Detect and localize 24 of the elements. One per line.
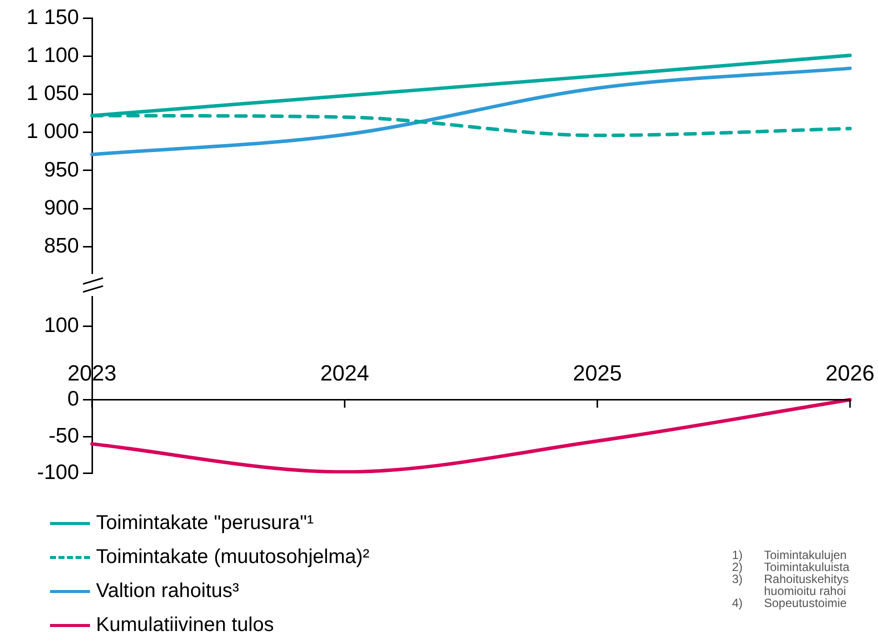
y-tick-label: -50 [48,424,79,448]
y-tick-label: 1 050 [26,82,79,106]
y-tick-label: -100 [36,461,79,484]
legend-label: Kumulatiivinen tulos [96,614,274,636]
legend-label: Toimintakate "perusura"¹ [96,512,314,534]
y-tick-label: 1 000 [26,120,79,144]
x-tick-label: 2025 [572,360,622,386]
legend-label: Valtion rahoitus³ [96,580,240,602]
y-tick-label: 1 100 [26,44,79,67]
legend-label: Toimintakate (muutosohjelma)² [96,546,370,568]
text: 3) Rahoituskehitys [732,572,849,586]
x-tick-label: 2024 [320,360,370,386]
text: 4) Sopeutustoimie [732,596,847,610]
text: huomioitu rahoi [764,584,846,598]
text: 1) Toimintakulujen [732,548,847,562]
line-series [90,66,852,156]
y-tick-label: 850 [44,234,79,258]
text: 2) Toimintakuluista [732,560,850,574]
y-tick-label: 950 [44,158,79,182]
x-tick-label: 2026 [826,360,874,386]
y-tick-label: 900 [44,196,79,220]
y-tick-label: 1 150 [26,6,79,29]
y-tick-label: 0 [67,388,79,411]
y-tick-label: 100 [44,314,79,337]
